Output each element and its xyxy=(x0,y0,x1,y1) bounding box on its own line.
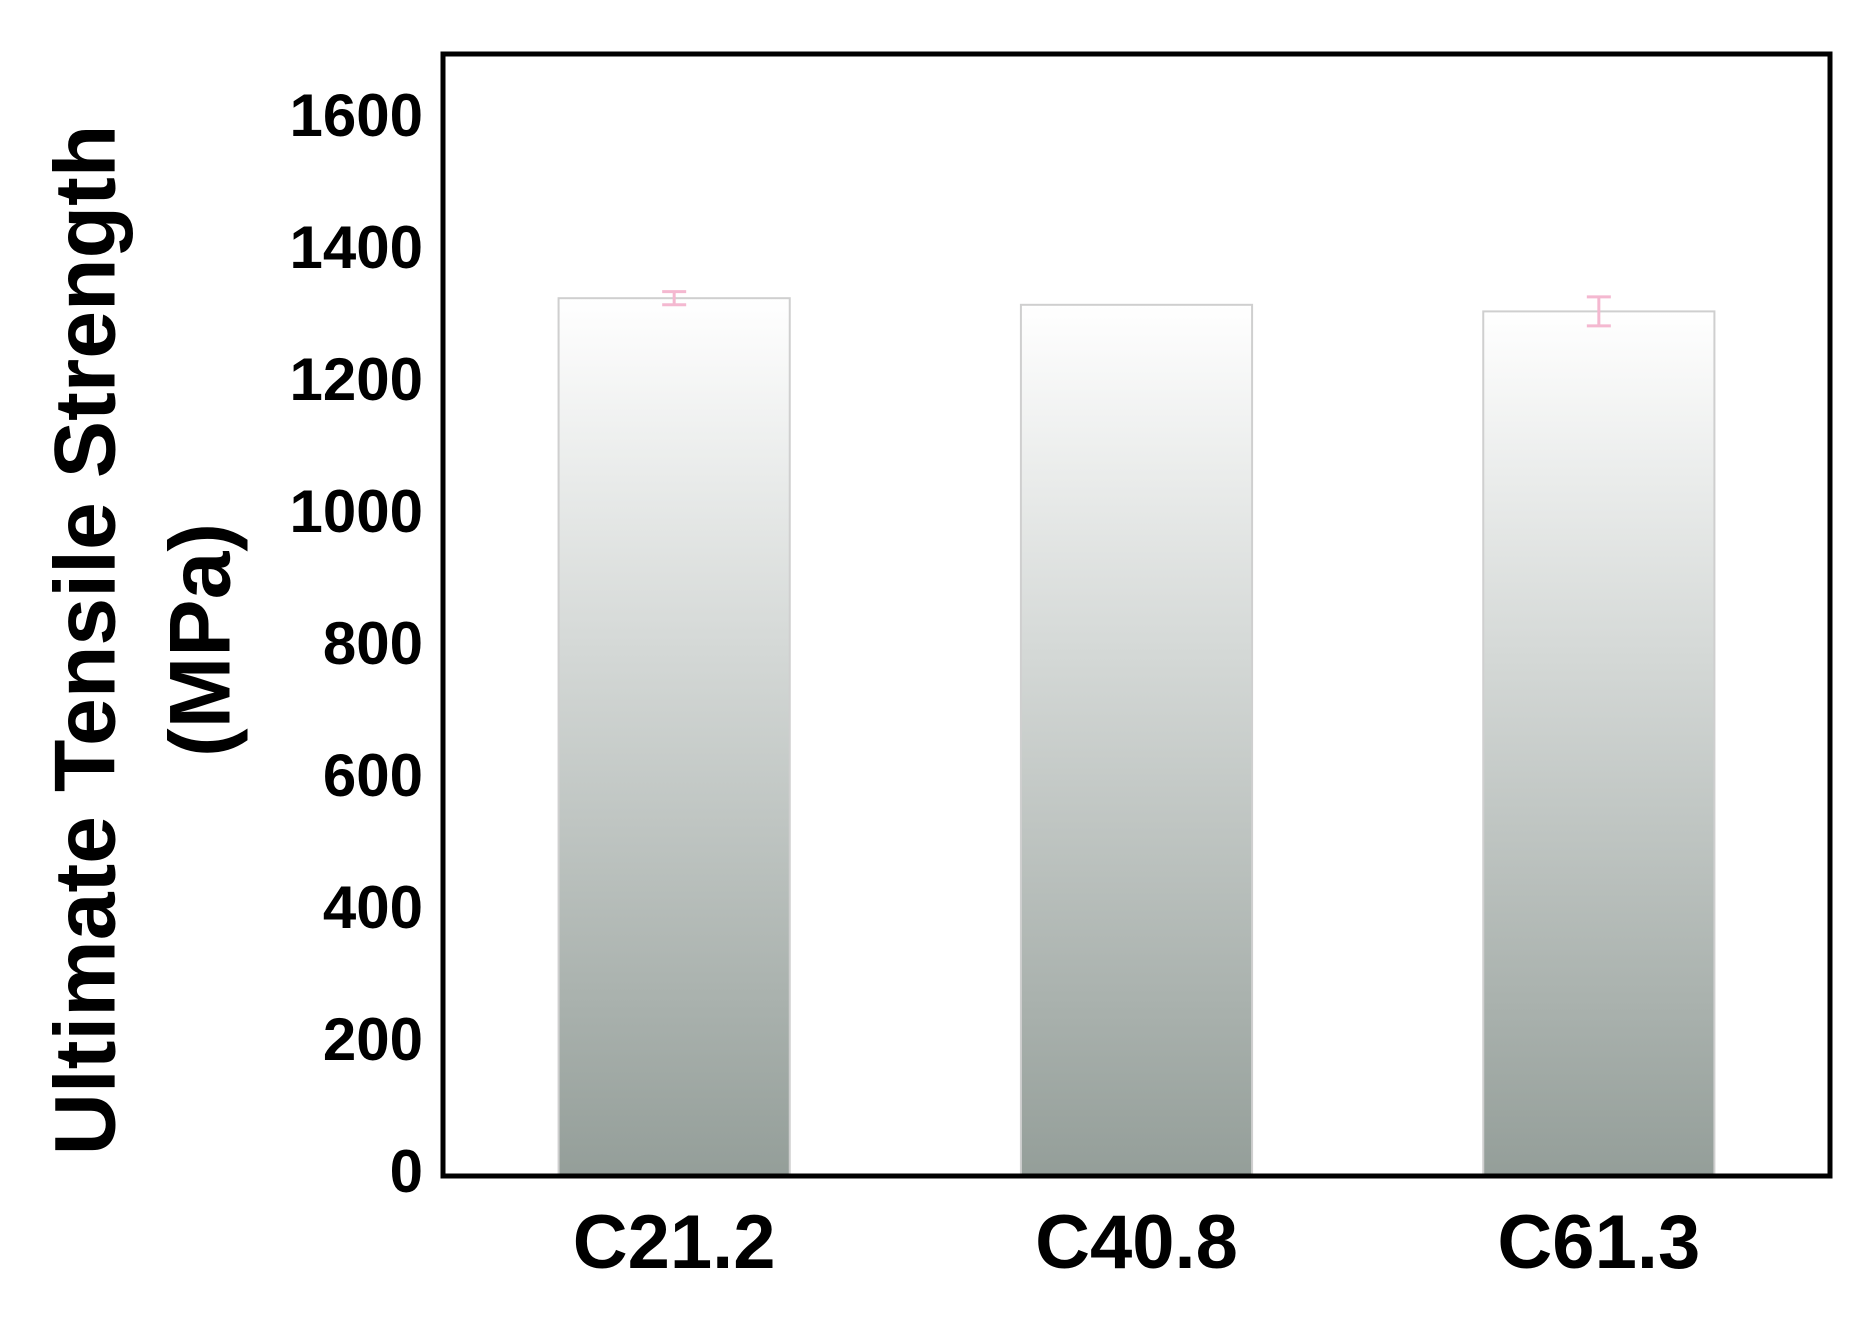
x-tick-label: C21.2 xyxy=(573,1200,776,1285)
y-tick-label: 1200 xyxy=(290,346,423,413)
y-tick-label: 1000 xyxy=(290,478,423,545)
y-label-line: (MPa) xyxy=(153,523,249,757)
y-tick-label: 600 xyxy=(323,742,423,809)
bar xyxy=(1019,303,1254,1177)
error-bar xyxy=(1586,295,1611,328)
y-tick-label: 800 xyxy=(323,610,423,677)
y-tick-label: 1600 xyxy=(290,82,423,149)
y-tick-label: 400 xyxy=(323,874,423,941)
error-bar xyxy=(662,290,687,307)
bar xyxy=(557,297,791,1177)
plot-frame xyxy=(440,51,1833,1179)
y-tick-label: 200 xyxy=(323,1006,423,1073)
x-tick-label: C61.3 xyxy=(1497,1200,1700,1285)
y-tick-label: 1400 xyxy=(290,214,423,281)
y-label-line: Ultimate Tensile Strength xyxy=(38,125,134,1156)
bar xyxy=(1482,310,1716,1177)
y-axis-title: Ultimate Tensile Strength (MPa) xyxy=(38,125,249,1156)
y-tick-label: 0 xyxy=(390,1138,423,1205)
x-tick-label: C40.8 xyxy=(1035,1200,1238,1285)
